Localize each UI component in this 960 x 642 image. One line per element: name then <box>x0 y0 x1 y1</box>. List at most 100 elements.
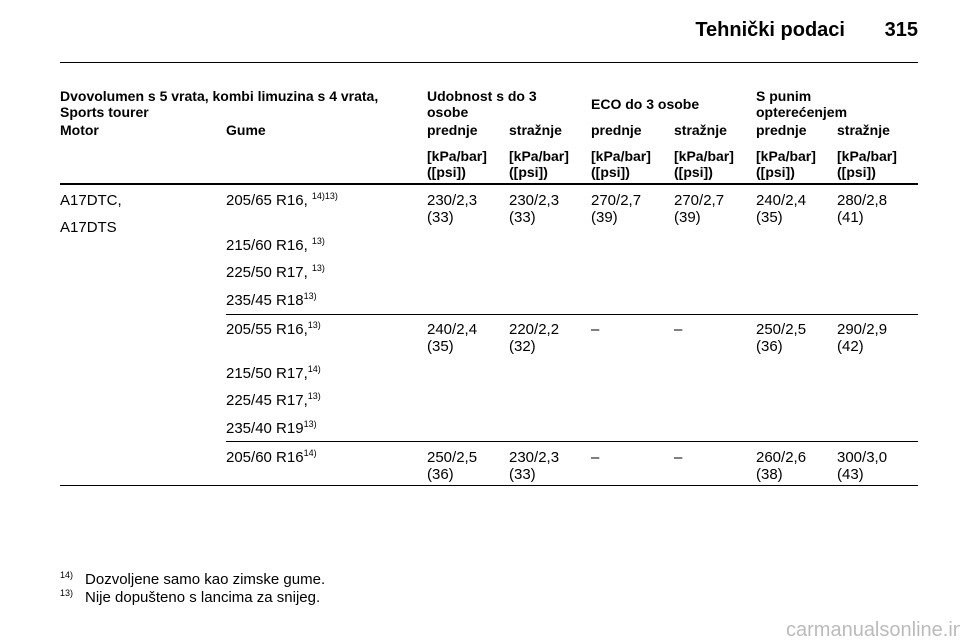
motor: A17DTC, <box>60 192 122 209</box>
group-header: S punim <box>756 88 812 104</box>
tyre-size: 205/65 R16, <box>226 192 312 209</box>
pressure: (33) <box>427 209 454 226</box>
pressure: (43) <box>837 466 864 483</box>
pressure: 230/2,3 <box>509 192 560 209</box>
page-number: 315 <box>884 19 918 41</box>
unit-label: ([psi]) <box>591 164 630 180</box>
pressure: 280/2,8 <box>837 192 888 209</box>
group-rule <box>226 314 918 315</box>
unit-label: ([psi]) <box>509 164 548 180</box>
pressure: – <box>591 321 600 338</box>
footnote-text: Dozvoljene samo kao zimske gume. <box>85 571 326 588</box>
pressure: (39) <box>591 209 618 226</box>
tyre-note: 14) <box>303 448 317 458</box>
footnote-mark: 13) <box>60 588 74 598</box>
column-header: stražnje <box>674 122 727 138</box>
table-head-rule <box>60 183 918 185</box>
tyre: 215/50 R17,14) <box>226 364 321 383</box>
pressure: 220/2,2 <box>509 321 560 338</box>
pressure: 250/2,5 <box>427 449 478 466</box>
tyre-note: 14) <box>307 364 321 374</box>
footnote-mark: 14) <box>60 570 74 580</box>
pressure: – <box>674 449 683 466</box>
pressure: 270/2,7 <box>674 192 725 209</box>
tyre-size: 235/45 R18 <box>226 292 304 309</box>
unit-label: [kPa/bar] <box>591 148 651 164</box>
unit-label: [kPa/bar] <box>509 148 569 164</box>
tyre: 225/45 R17,13) <box>226 391 321 410</box>
pressure: 230/2,3 <box>509 449 560 466</box>
tyre: 205/55 R16,13) <box>226 320 321 339</box>
tyre-size: 215/60 R16, <box>226 237 312 254</box>
pressure: (33) <box>509 466 536 483</box>
group-header: opterećenjem <box>756 104 848 120</box>
header-rule <box>60 62 918 63</box>
pressure: 290/2,9 <box>837 321 888 338</box>
tyre-size: 205/60 R16 <box>226 449 304 466</box>
pressure: (39) <box>674 209 701 226</box>
unit-label: ([psi]) <box>427 164 466 180</box>
unit-label: [kPa/bar] <box>674 148 734 164</box>
group-header: Udobnost s do 3 <box>427 88 537 104</box>
group-header: Sports tourer <box>60 104 149 120</box>
pressure: 240/2,4 <box>427 321 478 338</box>
column-header: Motor <box>60 122 99 138</box>
tyre: 235/40 R1913) <box>226 419 317 438</box>
tyre-size: 235/40 R19 <box>226 420 304 437</box>
footnote-text: Nije dopušteno s lancima za snijeg. <box>85 589 321 606</box>
footnote: 13) Nije dopušteno s lancima za snijeg. <box>60 588 321 607</box>
pressure: (32) <box>509 338 536 355</box>
unit-label: ([psi]) <box>674 164 713 180</box>
watermark: carmanualsonline.info <box>786 619 960 641</box>
tyre: 235/45 R1813) <box>226 291 317 310</box>
group-header: osobe <box>427 104 469 120</box>
column-header: stražnje <box>509 122 562 138</box>
pressure: (35) <box>756 209 783 226</box>
pressure: (42) <box>837 338 864 355</box>
footnote: 14) Dozvoljene samo kao zimske gume. <box>60 570 326 589</box>
tyre-note: 13) <box>307 320 321 330</box>
tyre-note: 13) <box>307 391 321 401</box>
table-end-rule <box>60 485 918 486</box>
tyre-note: 14)13) <box>311 191 338 201</box>
tyre: 205/60 R1614) <box>226 448 317 467</box>
tyre-note: 13) <box>303 291 317 301</box>
column-header: stražnje <box>837 122 890 138</box>
section-title: Tehnički podaci <box>695 19 845 41</box>
pressure: – <box>591 449 600 466</box>
tyre-size: 225/50 R17, <box>226 264 312 281</box>
unit-label: [kPa/bar] <box>837 148 897 164</box>
tyre-size: 215/50 R17, <box>226 365 308 382</box>
unit-label: [kPa/bar] <box>756 148 816 164</box>
motor: A17DTS <box>60 219 117 236</box>
column-header: Gume <box>226 122 266 138</box>
tyre: 205/65 R16, 14)13) <box>226 191 338 210</box>
group-header: ECO do 3 osobe <box>591 96 700 112</box>
tyre-note: 13) <box>311 263 325 273</box>
tyre: 225/50 R17, 13) <box>226 263 325 282</box>
tyre-note: 13) <box>311 236 325 246</box>
pressure: (41) <box>837 209 864 226</box>
pressure: – <box>674 321 683 338</box>
tyre-size: 225/45 R17, <box>226 392 308 409</box>
group-rule <box>226 441 918 442</box>
unit-label: ([psi]) <box>756 164 795 180</box>
group-header: Dvovolumen s 5 vrata, kombi limuzina s 4… <box>60 88 379 104</box>
pressure: 260/2,6 <box>756 449 807 466</box>
pressure: 250/2,5 <box>756 321 807 338</box>
tyre-size: 205/55 R16, <box>226 321 308 338</box>
column-header: prednje <box>591 122 642 138</box>
pressure: (38) <box>756 466 783 483</box>
pressure: (36) <box>427 466 454 483</box>
pressure: 240/2,4 <box>756 192 807 209</box>
pressure: (35) <box>427 338 454 355</box>
pressure: 230/2,3 <box>427 192 478 209</box>
tyre-note: 13) <box>303 419 317 429</box>
pressure: 300/3,0 <box>837 449 888 466</box>
unit-label: ([psi]) <box>837 164 876 180</box>
pressure: (36) <box>756 338 783 355</box>
unit-label: [kPa/bar] <box>427 148 487 164</box>
column-header: prednje <box>756 122 807 138</box>
pressure: 270/2,7 <box>591 192 642 209</box>
